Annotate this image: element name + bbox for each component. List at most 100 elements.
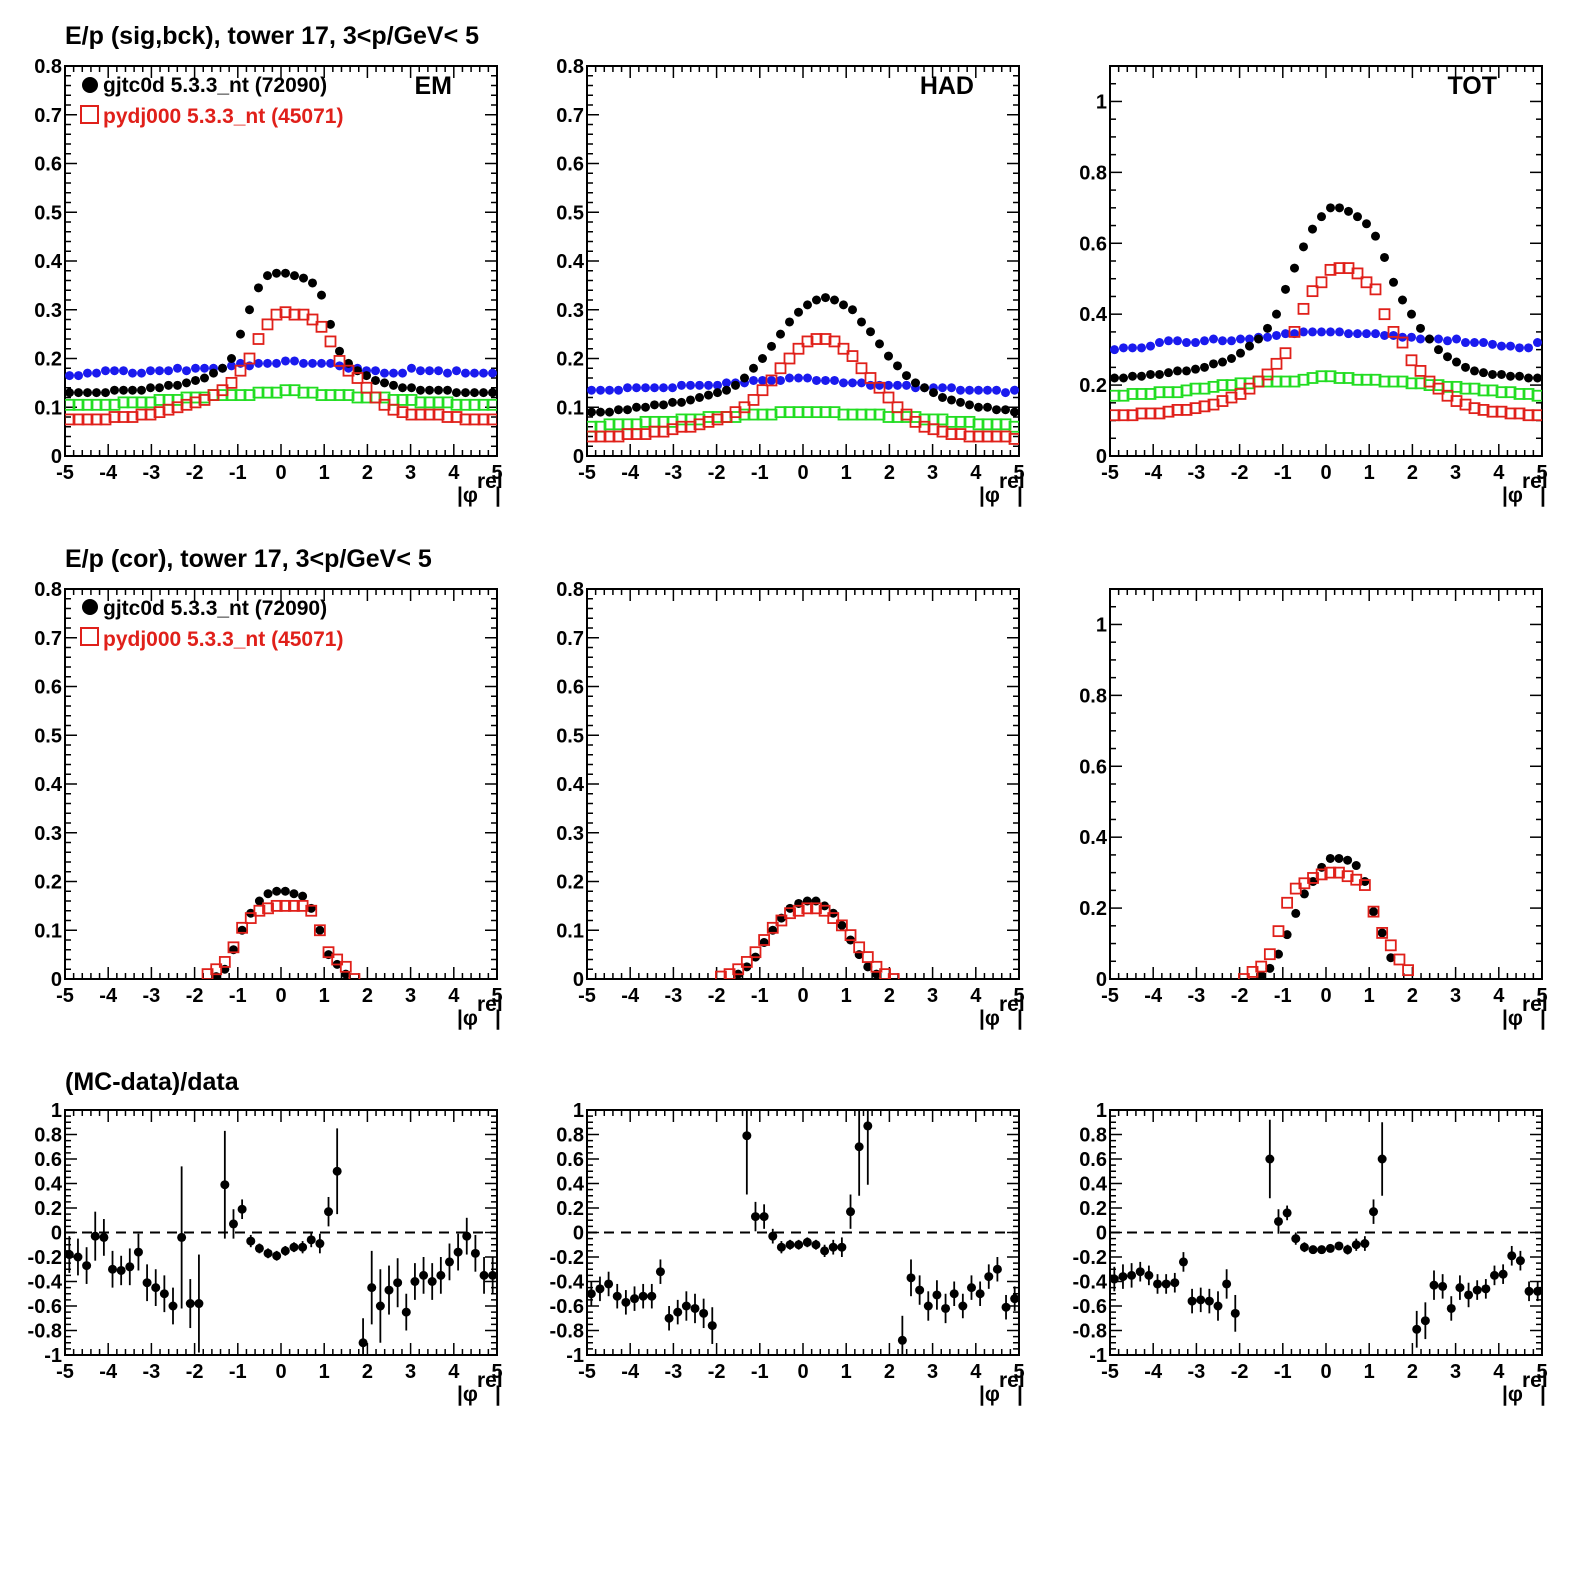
plot-area [1110,203,1542,422]
data-point-data [1200,362,1209,372]
data-point-mc [218,956,231,968]
data-point-data [419,1270,429,1280]
data-point-bck_mc [450,398,463,411]
data-point-bck_data [1119,343,1128,353]
data-point-bck_mc [477,398,490,411]
data-point-mc [630,428,643,440]
data-point-data [272,886,282,896]
data-point-bck_mc [612,418,625,431]
data-point-mc [612,430,625,443]
data-point-mc [887,973,900,979]
data-point-bck_data [173,363,182,373]
data-point-bck_mc [288,384,301,397]
x-tick-label: -2 [708,985,726,1007]
data-point-bck_mc [1117,389,1130,402]
x-tick-label: 5 [1013,985,1024,1007]
data-point-mc [210,963,223,976]
data-point-bck_data [1434,334,1443,344]
data-point-mc [1216,395,1229,407]
data-point-data [1187,1296,1197,1306]
data-point-data [1299,1242,1309,1252]
x-tick-label: 5 [1013,462,1024,484]
x-tick-label: 4 [1493,462,1505,484]
data-point-bck_data [1245,334,1254,344]
data-point-bck_data [281,356,290,366]
x-axis-label-close: | [1540,484,1546,507]
y-tick-label: 1 [1096,91,1107,113]
x-axis-label: |φ [1502,1007,1523,1030]
data-point-mc [738,401,751,414]
x-tick-label: 3 [405,985,416,1007]
data-point-data [1524,1286,1534,1296]
x-tick-label: -4 [1144,1361,1163,1383]
data-point-mc [648,425,661,438]
data-point-bck_mc [1144,388,1157,400]
data-point-data [621,1297,631,1307]
y-tick-label: 0.5 [34,202,62,224]
data-point-data [893,361,902,371]
x-tick-label: -3 [143,1361,161,1383]
data-point-bck_data [389,368,398,378]
x-tick-label: 0 [797,985,808,1007]
data-point-data [425,385,434,395]
data-point-mc [587,430,598,443]
data-point-mc [342,364,355,377]
data-point-bck_mc [981,418,994,431]
data-point-bck_data [857,378,866,388]
data-point-bck_mc [1315,370,1328,383]
x-axis-label: |φ [457,1383,478,1406]
data-point-mc [1180,404,1193,416]
data-point-data [74,388,83,398]
data-point-bck_data [902,380,911,390]
y-tick-label: 0.2 [556,872,584,894]
data-point-data [767,341,776,351]
data-point-data [1412,1324,1422,1334]
data-point-mc [1414,365,1427,377]
data-point-mc [1423,375,1436,388]
data-point-bck_data [983,385,992,395]
data-point-data [776,1242,786,1252]
data-point-data [1386,953,1396,963]
data-point-data [410,1277,420,1286]
data-point-mc [765,374,778,387]
data-point-mc [72,413,85,426]
data-point-mc [1432,382,1445,395]
data-point-data [151,1283,161,1293]
x-tick-label: -2 [186,462,204,484]
data-point-bck_data [1443,336,1452,346]
data-point-bck_mc [1459,382,1472,395]
data-point-mc [1110,409,1121,422]
data-point-mc [1324,866,1337,879]
data-point-mc [963,430,976,443]
y-tick-label: 0.4 [556,774,585,796]
data-point-data [185,1299,195,1309]
data-point-bck_mc [279,384,292,397]
data-point-bck_data [965,385,974,395]
data-point-mc [818,904,831,917]
data-point-mc [1315,276,1328,289]
y-tick-label: 0.6 [1079,233,1107,255]
data-point-data [938,393,947,402]
data-point-bck_data [1461,338,1470,348]
x-tick-label: -2 [1231,462,1249,484]
data-point-bck_mc [1369,373,1382,386]
data-point-bck_data [1218,336,1227,346]
data-point-mc [236,921,249,934]
data-point-data [416,385,425,395]
data-point-data [1146,369,1155,379]
x-axis-label: |φ [979,1383,1000,1406]
y-tick-label: 0.8 [556,1125,584,1147]
y-tick-label: 0.6 [556,154,584,176]
x-tick-label: -1 [229,985,247,1007]
data-point-data [479,388,488,398]
data-point-bck_data [326,358,335,368]
data-point-bck_mc [1189,382,1202,395]
data-point-bck_data [182,366,191,376]
x-axis-label: |φ [1502,1383,1523,1406]
data-point-bck_data [596,385,605,395]
data-point-data [299,273,308,283]
data-point-mc [715,970,727,979]
data-point-mc [936,425,949,438]
x-tick-label: 4 [970,985,982,1007]
